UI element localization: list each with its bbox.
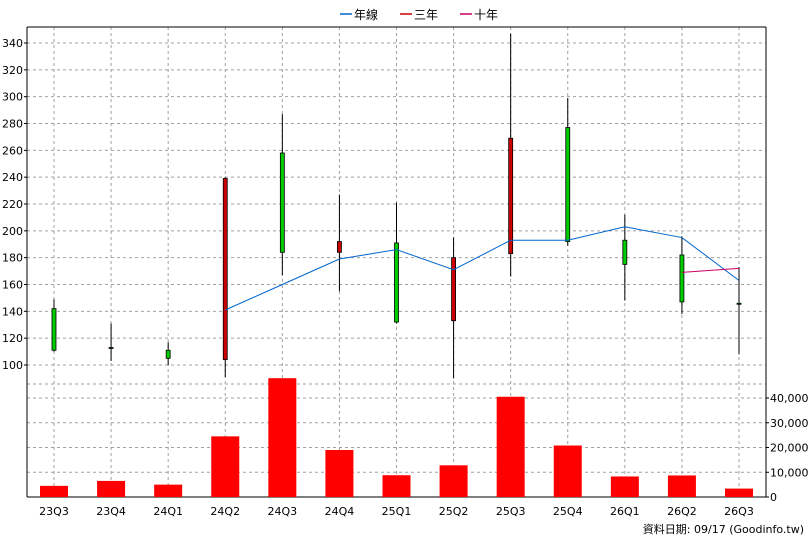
category-label: 25Q4	[553, 505, 583, 518]
price-tick-label: 160	[2, 279, 23, 292]
price-tick-label: 240	[2, 171, 23, 184]
series-line	[225, 226, 740, 311]
volume-tick-label: 10,000	[770, 466, 808, 479]
volume-bar	[496, 396, 525, 497]
category-label: 25Q2	[439, 505, 469, 518]
candle-body	[679, 254, 685, 303]
category-label: 24Q1	[153, 505, 183, 518]
price-tick-label: 220	[2, 198, 23, 211]
candle-body	[108, 347, 114, 349]
volume-bar	[610, 476, 639, 497]
price-tick-label: 300	[2, 91, 23, 104]
volume-tick-label: 40,000	[770, 392, 808, 405]
footer-source: 資料日期: 09/17 (Goodinfo.tw)	[643, 522, 804, 536]
category-label: 25Q3	[496, 505, 526, 518]
price-tick-label: 180	[2, 252, 23, 265]
price-tick-label: 120	[2, 332, 23, 345]
volume-bar	[725, 488, 753, 497]
category-label: 23Q3	[39, 505, 69, 518]
candle-body	[51, 308, 57, 351]
category-label: 24Q2	[210, 505, 240, 518]
candle-body	[337, 241, 342, 253]
category-label: 24Q3	[268, 505, 298, 518]
volume-bar	[40, 485, 68, 497]
volume-tick-label: 20,000	[770, 442, 808, 455]
volume-bar	[553, 445, 582, 497]
candle-body	[394, 242, 399, 323]
candle-body	[508, 137, 514, 255]
volume-bar	[211, 436, 240, 497]
category-label: 25Q1	[382, 505, 412, 518]
candle-body	[165, 349, 171, 359]
candle-body	[279, 152, 285, 253]
candle-body	[222, 178, 228, 361]
category-label: 26Q3	[724, 505, 754, 518]
legend-label: 十年	[474, 8, 498, 22]
category-label: 26Q1	[610, 505, 640, 518]
series-line	[681, 267, 740, 273]
volume-bar	[382, 475, 411, 497]
price-tick-label: 260	[2, 144, 23, 157]
volume-bar	[439, 465, 468, 497]
candle-body	[622, 239, 628, 265]
legend-label: 三年	[414, 8, 438, 22]
candle-body	[451, 257, 456, 322]
price-tick-label: 200	[2, 225, 23, 238]
candle-body	[565, 127, 571, 242]
volume-tick-label: 30,000	[770, 417, 808, 430]
candle-body	[736, 302, 742, 305]
volume-bar	[154, 484, 183, 497]
volume-bar	[268, 378, 297, 497]
volume-bar	[667, 475, 696, 497]
volume-tick-label: 0	[770, 491, 777, 504]
volume-bar	[325, 449, 354, 497]
price-tick-label: 140	[2, 305, 23, 318]
legend-label: 年線	[354, 7, 378, 22]
price-tick-label: 340	[2, 37, 23, 50]
price-tick-label: 320	[2, 64, 23, 77]
price-tick-label: 280	[2, 118, 23, 131]
category-label: 26Q2	[667, 505, 697, 518]
volume-bar	[97, 480, 126, 497]
price-tick-label: 100	[2, 359, 23, 372]
category-label: 24Q4	[325, 505, 355, 518]
category-label: 23Q4	[96, 505, 126, 518]
